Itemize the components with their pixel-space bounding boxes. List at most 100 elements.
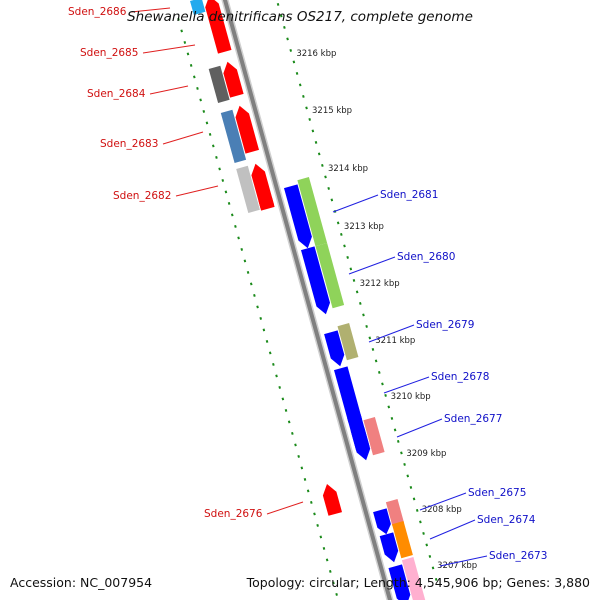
inner-tick-tick [325,558,329,562]
outer-tick-tick [390,416,394,420]
outer-tick-tick [330,198,334,202]
inner-tick-tick [193,75,196,79]
Sden_2674-cog-box [392,521,413,559]
Sden_2686-cog-box [190,0,206,15]
inner-tick-tick [294,443,297,447]
inner-tick-tick [186,52,190,56]
inner-tick-tick [332,581,335,585]
Sden_2686-label: Sden_2686 [68,6,127,18]
inner-tick-tick [313,512,316,516]
inner-tick-tick [278,385,281,389]
outer-tick-tick [425,543,429,547]
tick-label: 3208 kbp [422,505,462,515]
outer-tick-tick [396,439,400,443]
inner-tick-tick [215,155,218,159]
outer-tick-tick [343,244,346,248]
Sden_2680-leader [348,256,396,275]
Sden_2682-label: Sden_2682 [113,190,171,202]
outer-tick-tick [403,462,406,466]
outer-tick-tick [359,301,362,305]
Sden_2673-leader [439,555,488,567]
Sden_2675-cog-box [385,499,405,527]
outer-tick-rail [276,2,438,581]
inner-tick-tick [199,98,202,102]
outer-tick-tick [415,508,419,512]
inner-tick-tick [319,535,323,539]
inner-tick-tick [177,17,180,21]
Sden_2682-arrow [258,193,275,211]
Sden_2684-arrow [235,105,259,154]
outer-tick-tick [286,37,289,41]
inner-tick-tick [211,144,215,148]
inner-tick-tick [287,420,291,424]
inner-tick-tick [227,201,231,205]
inner-tick-tick [237,236,240,240]
outer-tick-tick [428,554,432,558]
inner-tick-tick [310,500,313,504]
Sden_2674-leader [429,519,476,540]
backbone-line [222,0,393,600]
outer-tick-tick [276,2,280,6]
outer-tick-tick [384,393,387,397]
Sden_2676-label: Sden_2676 [204,508,263,520]
inner-tick-tick [253,293,256,297]
Sden_2673-arrow [388,564,411,600]
inner-tick-tick [284,408,288,412]
outer-tick-tick [292,60,296,64]
outer-tick-tick [400,451,403,455]
inner-tick-tick [335,592,338,596]
Sden_2681-leader [332,194,379,213]
outer-tick-tick [381,382,384,386]
inner-tick-tick [259,316,263,320]
outer-tick-tick [349,267,353,271]
Sden_2679-cog-box [337,323,359,361]
outer-tick-tick [355,290,359,294]
outer-tick-tick [327,186,330,190]
inner-tick-tick [180,29,183,33]
outer-tick-tick [295,71,299,75]
inner-tick-tick [265,339,269,343]
outer-tick-tick [412,497,416,501]
Sden_2678-arrow [334,366,362,431]
tick-label: 3209 kbp [406,449,446,459]
Sden_2681-arrow [284,184,312,249]
outer-tick-tick [431,566,435,570]
Sden_2682-leader [175,185,219,197]
inner-tick-tick [303,477,307,481]
inner-tick-tick [300,466,304,470]
outer-tick-tick [377,370,381,374]
Sden_2678-b-arrow [347,414,370,459]
inner-tick-tick [322,546,326,550]
inner-tick-tick [221,178,225,182]
Sden_2681-cog-box [297,177,328,247]
tick-label: 3210 kbp [391,392,431,402]
tick-label: 3213 kbp [344,222,384,232]
Sden_2679-leader [368,324,415,343]
map-title: Shewanella denitrificans OS217, complete… [127,9,473,25]
outer-tick-tick [289,48,293,52]
inner-tick-tick [205,121,209,125]
inner-tick-tick [224,190,228,194]
Sden_2675-leader [419,492,467,511]
inner-tick-tick [329,569,332,573]
inner-tick-rail [177,17,338,596]
inner-tick-tick [189,63,193,67]
inner-tick-tick [240,247,244,251]
Sden_2675-label: Sden_2675 [468,487,526,499]
outer-tick-tick [340,232,343,236]
Sden_2684-leader [149,85,189,95]
Sden_2678-label: Sden_2678 [431,371,489,383]
outer-tick-tick [346,255,349,259]
Sden_2676-arrow [322,484,342,516]
Sden_2685-arrow [223,61,244,98]
tick-label: 3207 kbp [437,561,477,571]
inner-tick-tick [316,523,319,527]
outer-tick-tick [409,485,413,489]
outer-tick-tick [422,531,425,535]
genome-summary-text: Topology: circular; Length: 4,545,906 bp… [246,575,590,590]
Sden_2673-label: Sden_2673 [489,550,547,562]
outer-tick-tick [371,347,375,351]
Sden_2683-cog-box [220,109,247,163]
outer-tick-tick [324,175,327,179]
